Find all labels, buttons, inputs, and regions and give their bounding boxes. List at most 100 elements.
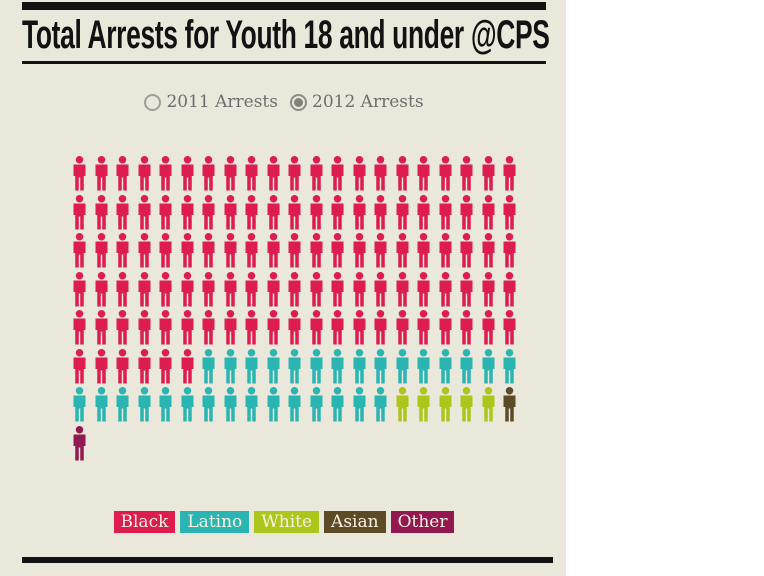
person-icon (482, 271, 494, 306)
person-icon (267, 233, 279, 268)
person-icon (503, 156, 516, 191)
person-icon (245, 348, 258, 383)
person-icon (138, 348, 150, 383)
person-icon (310, 348, 322, 383)
person-icon (310, 233, 322, 268)
person-icon (331, 348, 344, 383)
chart-panel: Total Arrests for Youth 18 and under @CP… (0, 0, 566, 576)
radio-option-2011-arrests[interactable]: 2011 Arrests (144, 92, 278, 112)
person-icon (245, 310, 258, 345)
person-icon (95, 194, 107, 229)
person-icon (245, 233, 258, 268)
person-icon (460, 348, 473, 383)
person-icon (202, 156, 215, 191)
person-icon (267, 387, 279, 422)
page-title: Total Arrests for Youth 18 and under @CP… (22, 13, 550, 57)
person-icon (460, 387, 473, 422)
person-icon (159, 194, 172, 229)
radio-option-2012-arrests[interactable]: 2012 Arrests (290, 92, 424, 112)
person-icon (331, 156, 344, 191)
person-icon (374, 156, 387, 191)
person-icon (353, 348, 365, 383)
person-icon (245, 194, 258, 229)
person-icon (138, 271, 150, 306)
person-icon (353, 310, 365, 345)
person-icon (224, 387, 236, 422)
person-icon (159, 348, 172, 383)
person-icon (73, 271, 86, 306)
person-icon (353, 156, 365, 191)
person-icon (95, 233, 107, 268)
person-icon (95, 156, 107, 191)
person-icon (353, 233, 365, 268)
person-icon (417, 387, 430, 422)
person-icon (73, 387, 86, 422)
person-icon (224, 348, 236, 383)
person-icon (224, 310, 236, 345)
person-icon (73, 194, 86, 229)
chart-legend: Black Latino White Asian Other (22, 510, 546, 533)
radio-icon[interactable] (290, 93, 307, 111)
person-icon (310, 310, 322, 345)
pictograph-row (72, 348, 566, 384)
person-icon (224, 271, 236, 306)
person-icon (460, 156, 473, 191)
person-icon (331, 233, 344, 268)
person-icon (503, 348, 516, 383)
person-icon (267, 271, 279, 306)
pictograph-row (72, 387, 566, 422)
person-icon (288, 233, 301, 268)
person-icon (374, 271, 387, 306)
person-icon (503, 194, 516, 229)
person-icon (482, 233, 494, 268)
person-icon (202, 387, 215, 422)
person-icon (159, 156, 172, 191)
person-icon (482, 156, 494, 191)
radio-icon[interactable] (144, 93, 162, 111)
pictograph-grid (72, 156, 566, 461)
person-icon (396, 194, 408, 229)
person-icon (245, 387, 258, 422)
person-icon (267, 194, 279, 229)
person-icon (138, 310, 150, 345)
person-icon (374, 194, 387, 229)
person-icon (374, 348, 387, 383)
person-icon (181, 387, 193, 422)
person-icon (181, 194, 193, 229)
person-icon (396, 387, 408, 422)
person-icon (460, 233, 473, 268)
person-icon (439, 156, 451, 191)
person-icon (159, 271, 172, 306)
person-icon (116, 387, 129, 422)
person-icon (503, 233, 516, 268)
person-icon (138, 194, 150, 229)
legend-item-other: Other (390, 510, 455, 533)
person-icon (116, 271, 129, 306)
radio-label: 2012 Arrests (312, 92, 424, 112)
person-icon (396, 156, 408, 191)
person-icon (482, 387, 494, 422)
person-icon (267, 156, 279, 191)
person-icon (116, 156, 129, 191)
year-radio-group: 2011 Arrests 2012 Arrests (22, 92, 546, 112)
person-icon (288, 348, 301, 383)
person-icon (439, 387, 451, 422)
person-icon (73, 425, 86, 460)
person-icon (374, 310, 387, 345)
person-icon (396, 310, 408, 345)
person-icon (439, 233, 451, 268)
person-icon (439, 348, 451, 383)
person-icon (374, 233, 387, 268)
person-icon (310, 156, 322, 191)
person-icon (288, 271, 301, 306)
person-icon (331, 310, 344, 345)
person-icon (181, 156, 193, 191)
person-icon (245, 156, 258, 191)
legend-item-asian: Asian (324, 510, 386, 533)
person-icon (181, 271, 193, 306)
person-icon (417, 271, 430, 306)
person-icon (95, 271, 107, 306)
pictograph-row (72, 310, 566, 345)
person-icon (396, 348, 408, 383)
pictograph-row (72, 425, 566, 461)
